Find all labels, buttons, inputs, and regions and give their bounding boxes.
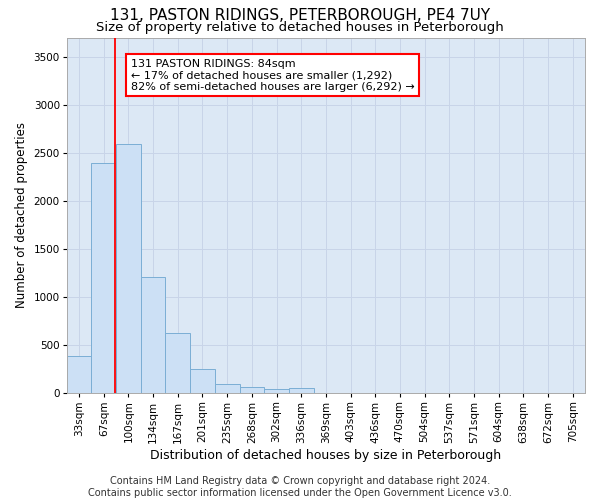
Bar (141, 277, 166, 394)
Bar (264, 388, 289, 394)
Bar (190, 370, 215, 394)
Bar (215, 384, 239, 394)
Text: 131 PASTON RIDINGS: 84sqm
← 17% of detached houses are smaller (1,292)
82% of se: 131 PASTON RIDINGS: 84sqm ← 17% of detac… (131, 58, 415, 92)
Bar (67, 356, 91, 394)
Text: 131, PASTON RIDINGS, PETERBOROUGH, PE4 7UY: 131, PASTON RIDINGS, PETERBOROUGH, PE4 7… (110, 8, 490, 22)
Bar (289, 388, 314, 394)
Bar (239, 387, 264, 394)
Bar (91, 162, 116, 394)
Text: Contains HM Land Registry data © Crown copyright and database right 2024.
Contai: Contains HM Land Registry data © Crown c… (88, 476, 512, 498)
Y-axis label: Number of detached properties: Number of detached properties (15, 122, 28, 308)
Bar (116, 144, 141, 394)
Bar (166, 333, 190, 394)
X-axis label: Distribution of detached houses by size in Peterborough: Distribution of detached houses by size … (151, 450, 502, 462)
Text: Size of property relative to detached houses in Peterborough: Size of property relative to detached ho… (96, 21, 504, 34)
